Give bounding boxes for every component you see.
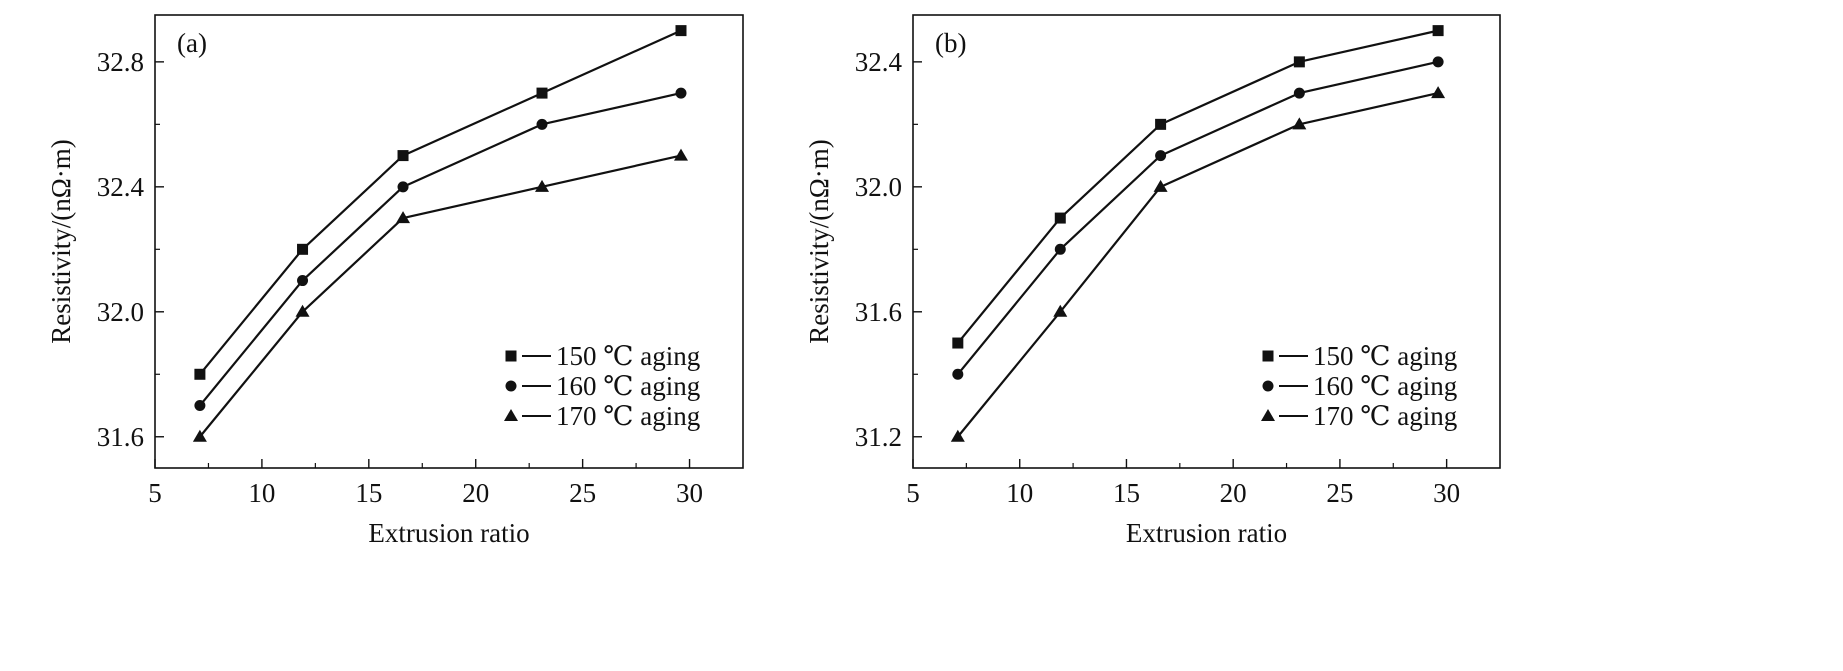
data-point-circle: [297, 275, 309, 287]
data-point-circle: [1155, 150, 1167, 162]
data-point-triangle: [295, 304, 310, 317]
legend-label: 160 ℃ aging: [1313, 371, 1457, 401]
data-point-square: [536, 87, 548, 99]
legend-entry: 170 ℃ aging: [504, 401, 700, 431]
data-point-circle: [536, 118, 548, 130]
panel-label: (b): [935, 28, 966, 58]
legend-marker-triangle: [1261, 409, 1275, 421]
x-tick-label: 15: [355, 478, 382, 508]
x-tick-label: 30: [676, 478, 703, 508]
y-tick-label: 32.0: [855, 172, 902, 202]
data-point-square: [1293, 56, 1305, 68]
x-tick-label: 10: [248, 478, 275, 508]
x-tick-label: 10: [1006, 478, 1033, 508]
data-point-circle: [1293, 87, 1305, 99]
legend-label: 160 ℃ aging: [556, 371, 700, 401]
chart-panel-b: 5 10 15 20 25 30 31.2 31.6 32.0 32.4 Extrusion rat…: [804, 14, 1501, 548]
x-axis-title: Extrusion ratio: [368, 518, 529, 548]
y-tick-label: 32.0: [97, 297, 144, 327]
x-tick-label: 20: [462, 478, 489, 508]
x-tick-label: 30: [1433, 478, 1460, 508]
y-tick-label: 32.8: [97, 47, 144, 77]
data-point-triangle: [396, 211, 411, 224]
legend-label: 150 ℃ aging: [556, 341, 700, 371]
data-point-square: [297, 243, 309, 255]
x-tick-label: 20: [1220, 478, 1247, 508]
panel-label: (a): [177, 28, 207, 58]
data-point-circle: [194, 400, 206, 412]
data-point-triangle: [673, 148, 688, 161]
legend-entry: 160 ℃ aging: [505, 371, 700, 401]
data-point-square: [1432, 25, 1444, 37]
legend-marker-square: [1262, 350, 1274, 362]
y-tick-label: 31.6: [855, 297, 902, 327]
data-point-square: [194, 368, 206, 380]
data-point-square: [675, 25, 687, 37]
data-point-triangle: [1292, 117, 1307, 130]
data-point-triangle: [535, 179, 550, 192]
data-point-circle: [1432, 56, 1444, 68]
legend-marker-circle: [505, 380, 517, 392]
x-tick-label: 15: [1113, 478, 1140, 508]
data-point-square: [1054, 212, 1066, 224]
legend-label: 150 ℃ aging: [1313, 341, 1457, 371]
data-point-circle: [397, 181, 409, 193]
x-axis-title: Extrusion ratio: [1126, 518, 1287, 548]
x-tick-label: 5: [906, 478, 920, 508]
data-point-triangle: [1431, 86, 1446, 99]
data-point-square: [952, 337, 964, 349]
legend-label: 170 ℃ aging: [556, 401, 700, 431]
series-line-1: [199, 29, 682, 375]
data-point-circle: [1054, 243, 1066, 255]
data-point-square: [397, 150, 409, 162]
y-axis-title: Resistivity/(nΩ·m): [46, 139, 76, 344]
data-point-triangle: [1153, 179, 1168, 192]
chart-panel-a: 5 10 15 20 25 30 31.6 32.0 32.4 32.8 Extrusion rat…: [46, 14, 744, 548]
legend-marker-square: [505, 350, 517, 362]
data-point-circle: [675, 87, 687, 99]
legend-marker-circle: [1262, 380, 1274, 392]
x-tick-label: 25: [569, 478, 596, 508]
plot-frame: [912, 14, 1501, 469]
data-point-circle: [952, 368, 964, 380]
legend-marker-triangle: [504, 409, 518, 421]
legend-label: 170 ℃ aging: [1313, 401, 1457, 431]
data-point-square: [1155, 118, 1167, 130]
data-point-triangle: [192, 429, 207, 442]
plot-frame: [154, 14, 744, 469]
x-tick-label: 5: [148, 478, 162, 508]
legend-entry: 170 ℃ aging: [1261, 401, 1457, 431]
y-tick-label: 31.6: [97, 422, 144, 452]
y-tick-label: 31.2: [855, 422, 902, 452]
data-point-triangle: [950, 429, 965, 442]
legend-entry: 150 ℃ aging: [1262, 341, 1457, 371]
y-axis-title: Resistivity/(nΩ·m): [804, 139, 834, 344]
legend-entry: 160 ℃ aging: [1262, 371, 1457, 401]
y-tick-label: 32.4: [855, 47, 903, 77]
x-tick-label: 25: [1326, 478, 1353, 508]
data-point-triangle: [1053, 304, 1068, 317]
y-tick-label: 32.4: [97, 172, 145, 202]
legend-entry: 150 ℃ aging: [505, 341, 700, 371]
